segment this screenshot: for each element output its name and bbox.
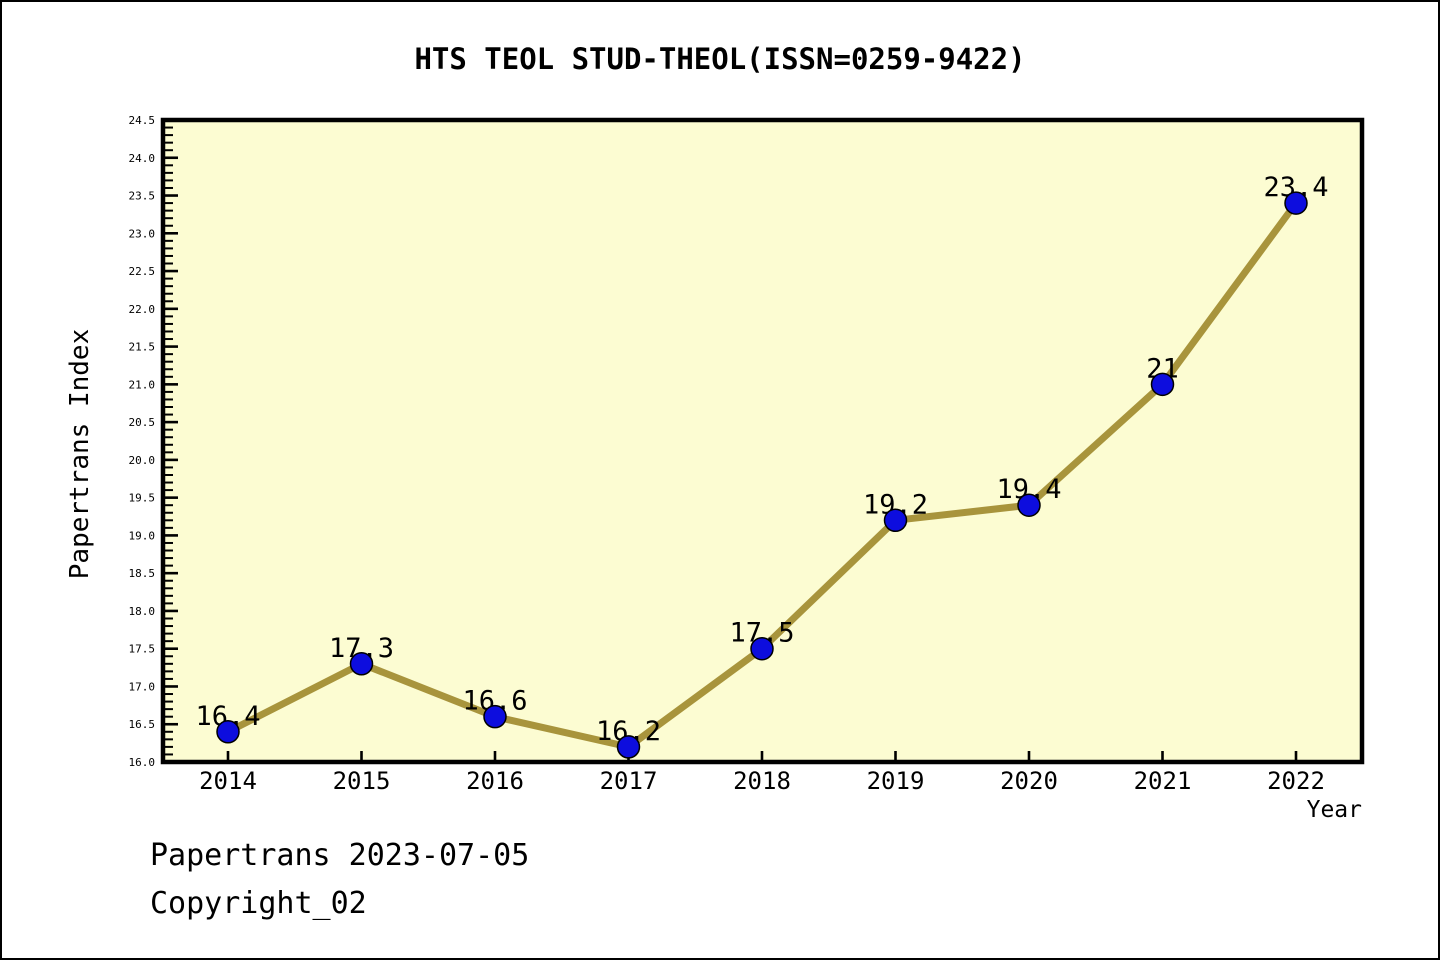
y-tick-label: 24.0 xyxy=(129,152,156,165)
y-tick-label: 17.5 xyxy=(129,643,156,656)
y-tick-label: 22.5 xyxy=(129,265,156,278)
y-tick-label: 21.0 xyxy=(129,378,156,391)
y-tick-label: 18.0 xyxy=(129,605,156,618)
y-tick-label: 23.0 xyxy=(129,227,156,240)
x-tick-label: 2021 xyxy=(1134,767,1192,795)
data-point-marker xyxy=(750,636,774,661)
y-tick-label: 23.5 xyxy=(129,190,156,203)
plot-background xyxy=(160,117,1365,765)
chart-title: HTS TEOL STUD-THEOL(ISSN=0259-9422) xyxy=(414,42,1026,76)
x-tick-label: 2020 xyxy=(1000,767,1058,795)
data-point-marker xyxy=(483,704,507,729)
y-tick-label: 22.0 xyxy=(129,303,156,316)
footer-copyright: Copyright_02 xyxy=(150,886,367,921)
y-tick-label: 19.0 xyxy=(129,529,156,542)
data-point-marker xyxy=(1284,191,1308,215)
y-tick-label: 20.5 xyxy=(129,416,156,429)
data-point-marker xyxy=(1017,493,1041,517)
data-point-marker xyxy=(616,735,641,759)
y-tick-label: 20.0 xyxy=(129,454,156,467)
y-tick-label: 21.5 xyxy=(129,341,156,354)
data-point-marker xyxy=(216,720,240,744)
y-axis-title: Papertrans Index xyxy=(65,328,95,580)
y-tick-label: 16.5 xyxy=(129,718,156,731)
data-point-marker xyxy=(1150,372,1175,397)
data-point-marker xyxy=(349,652,374,676)
x-tick-label: 2014 xyxy=(199,767,257,795)
x-tick-label: 2016 xyxy=(466,767,524,795)
x-axis-title: Year xyxy=(1306,797,1362,823)
y-tick-label: 24.5 xyxy=(129,114,156,127)
data-point-marker xyxy=(883,508,908,533)
y-tick-label: 19.5 xyxy=(129,492,156,505)
y-tick-label: 16.0 xyxy=(129,756,156,769)
x-tick-label: 2018 xyxy=(733,767,791,795)
x-tick-label: 2019 xyxy=(867,767,925,795)
x-tick-label: 2015 xyxy=(333,767,391,795)
y-tick-label: 17.0 xyxy=(129,680,156,693)
x-tick-label: 2022 xyxy=(1267,767,1325,795)
x-tick-label: 2017 xyxy=(600,767,658,795)
footer-date: Papertrans 2023-07-05 xyxy=(150,838,530,873)
y-tick-label: 18.5 xyxy=(129,567,156,580)
